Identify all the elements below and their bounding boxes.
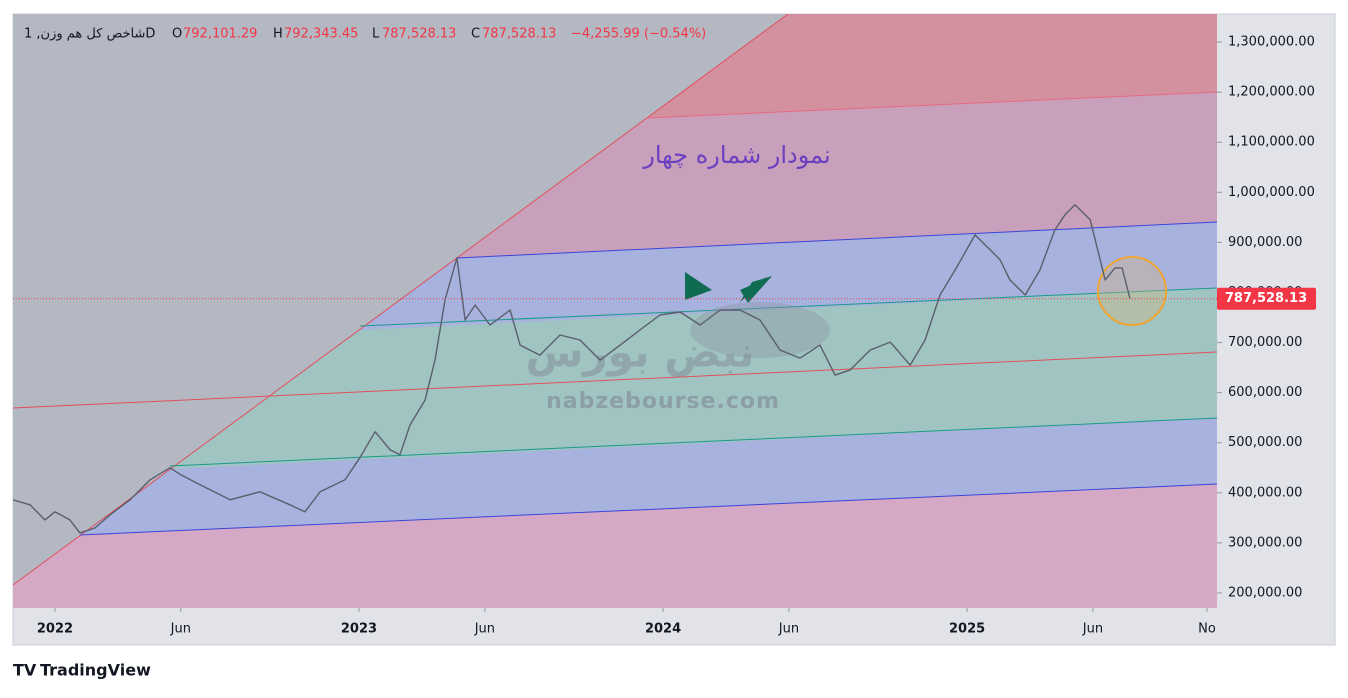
last-price-box bbox=[1217, 287, 1316, 310]
zone bbox=[647, 14, 1217, 118]
x-tick-label: Jun bbox=[474, 622, 495, 637]
y-tick-label: 200,000.00 bbox=[1228, 585, 1302, 600]
x-tick-label: Jun bbox=[170, 622, 191, 637]
channel-line bbox=[456, 221, 1217, 259]
ohlc-label: O bbox=[172, 27, 182, 42]
y-tick-label: 900,000.00 bbox=[1228, 235, 1302, 250]
x-tick-label: 2025 bbox=[949, 622, 985, 637]
ohlc-value: 787,528.13 bbox=[382, 27, 456, 42]
watermark-shape bbox=[690, 302, 830, 358]
drawings bbox=[13, 14, 1217, 608]
x-tick-label: Jun bbox=[1082, 622, 1103, 637]
ohlc-label: L bbox=[372, 27, 380, 42]
arrow bbox=[740, 276, 772, 303]
ohlc-value: 787,528.13 bbox=[482, 27, 556, 42]
symbol: شاخص کل هم وزن, 1D bbox=[24, 27, 155, 42]
x-tick-label: 2024 bbox=[645, 622, 681, 637]
y-tick-label: 1,300,000.00 bbox=[1228, 35, 1315, 50]
y-tick-label: 1,200,000.00 bbox=[1228, 85, 1315, 100]
trend-line bbox=[13, 14, 789, 586]
median-line bbox=[13, 351, 1217, 409]
ohlc-value: 792,343.45 bbox=[284, 27, 358, 42]
channel-line bbox=[359, 287, 1217, 327]
price-line bbox=[13, 204, 1131, 534]
y-tick-label: 300,000.00 bbox=[1228, 535, 1302, 550]
ohlc-label: H bbox=[273, 27, 283, 42]
x-tick-label: 2023 bbox=[341, 622, 377, 637]
change: −4,255.99 (−0.54%) bbox=[571, 27, 706, 42]
ohlc-value: 792,101.29 bbox=[183, 27, 257, 42]
y-tick-label: 600,000.00 bbox=[1228, 385, 1302, 400]
arrow bbox=[685, 272, 712, 300]
annotation: نمودار شماره چهار bbox=[642, 141, 830, 169]
zone bbox=[170, 288, 1217, 469]
channel-line bbox=[79, 483, 1217, 536]
y-tick-label: 500,000.00 bbox=[1228, 435, 1302, 450]
highlight-circle bbox=[1097, 256, 1167, 326]
watermark: nabzebourse.com bbox=[546, 389, 780, 414]
y-tick-label: 1,000,000.00 bbox=[1228, 185, 1315, 200]
x-tick-label: Jun bbox=[778, 622, 799, 637]
x-tick-label: No bbox=[1198, 622, 1216, 637]
brand-logo: 𝗧𝗩 bbox=[13, 661, 37, 680]
ohlc-label: C bbox=[471, 27, 480, 42]
x-tick-label: 2022 bbox=[37, 622, 73, 637]
channel-line bbox=[169, 417, 1217, 467]
y-tick-label: 1,100,000.00 bbox=[1228, 135, 1315, 150]
channel-line bbox=[646, 91, 1217, 119]
y-tick-label: 700,000.00 bbox=[1228, 335, 1302, 350]
y-tick-label: 400,000.00 bbox=[1228, 485, 1302, 500]
brand: TradingView bbox=[40, 661, 151, 680]
last-price-label: 787,528.13 bbox=[1225, 291, 1307, 306]
header: شاخص کل هم وزن, 1D O 792,101.29 H 792,34… bbox=[24, 27, 706, 42]
